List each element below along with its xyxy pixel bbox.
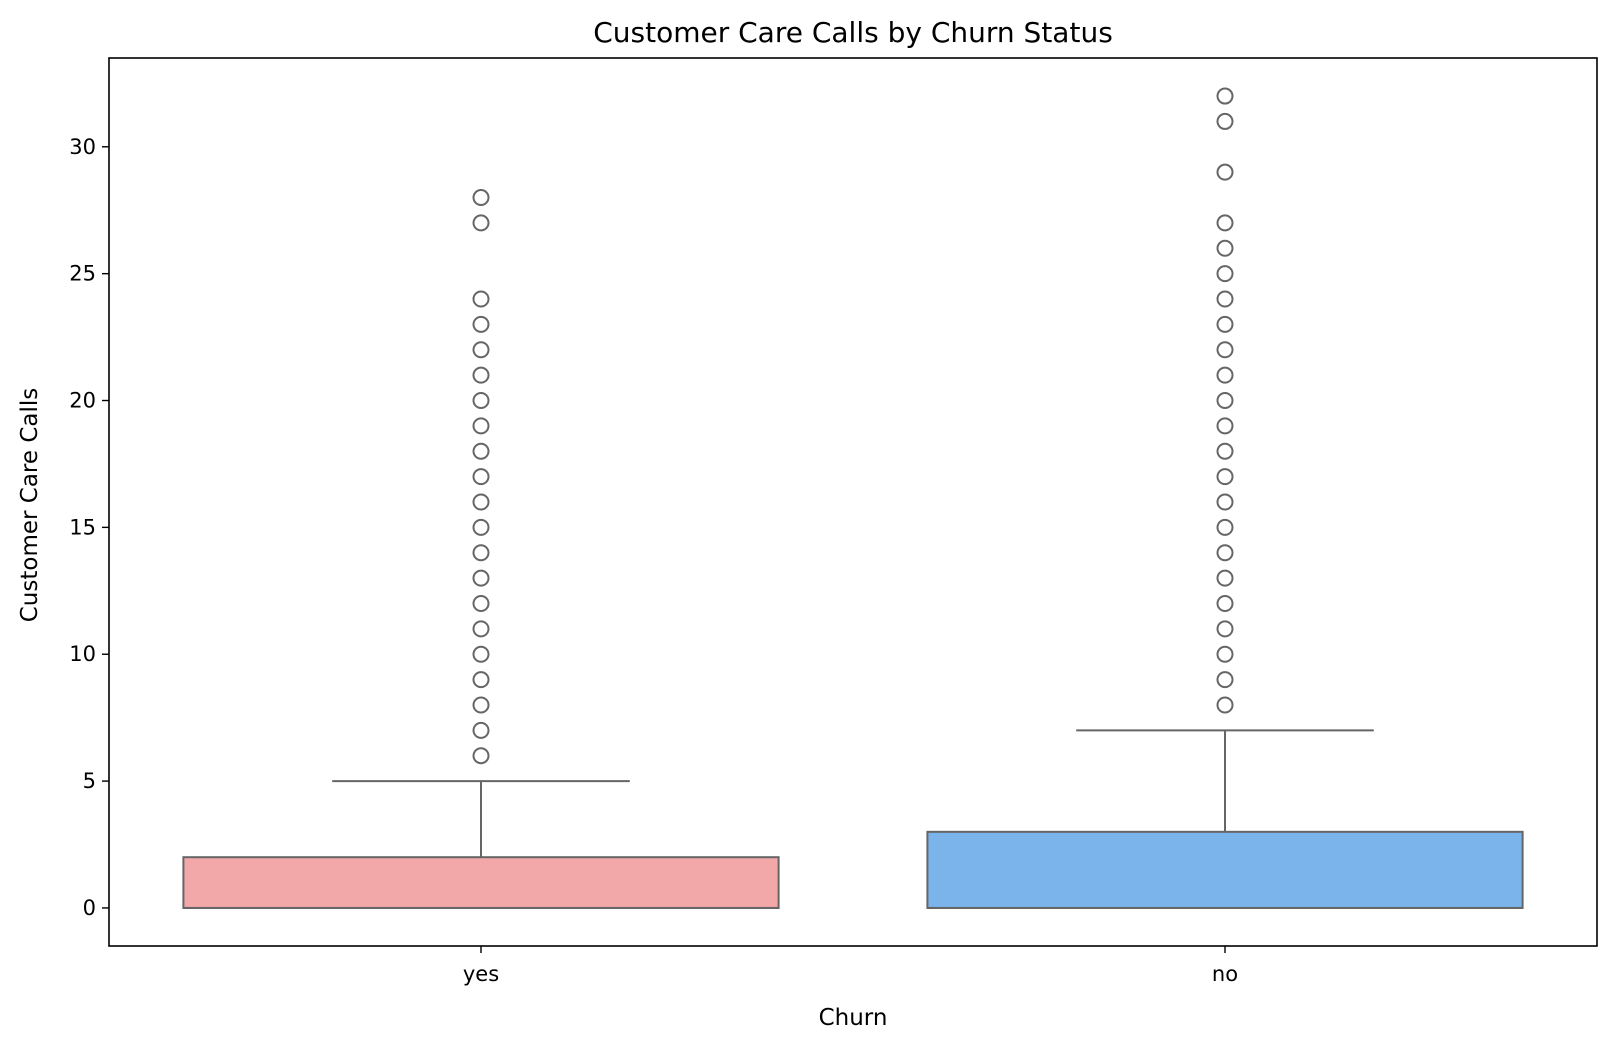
x-tick-label: yes [463,962,499,986]
outlier-point [1216,214,1234,232]
outlier-point [472,214,490,232]
outlier-point [472,721,490,739]
outlier-point [1216,518,1234,536]
y-tick-label: 30 [69,135,96,159]
plot-frame [108,57,1598,947]
iqr-box [182,856,780,909]
outlier-point [1216,112,1234,130]
outlier-point [472,518,490,536]
outlier-point [1216,645,1234,663]
plot-area [182,87,1524,909]
outlier-point [472,620,490,638]
chart-title: Customer Care Calls by Churn Status [593,16,1113,49]
outlier-point [472,493,490,511]
outlier-point [472,594,490,612]
box-yes [182,189,780,909]
outlier-point [1216,366,1234,384]
outlier-point [472,544,490,562]
iqr-box [926,830,1524,909]
outlier-point [472,392,490,410]
outlier-point [472,417,490,435]
y-tick-label: 0 [83,896,96,920]
outlier-point [1216,696,1234,714]
x-tick-label: no [1212,962,1238,986]
outlier-point [1216,442,1234,460]
outlier-point [472,696,490,714]
y-tick-label: 25 [69,262,96,286]
box-no [926,87,1524,909]
outlier-point [472,569,490,587]
outlier-point [472,290,490,308]
x-axis-label: Churn [819,1005,888,1031]
outlier-point [472,645,490,663]
outlier-point [1216,544,1234,562]
y-tick-label: 10 [69,642,96,666]
outlier-point [1216,493,1234,511]
outlier-point [1216,290,1234,308]
outlier-point [472,366,490,384]
y-tick-label: 20 [69,389,96,413]
y-tick-label: 15 [69,515,96,539]
outlier-point [1216,87,1234,105]
outlier-point [1216,315,1234,333]
outlier-point [1216,265,1234,283]
outlier-point [472,747,490,765]
axes: 0 5 10 15 20 25 30 yes no [69,135,1238,986]
outlier-point [1216,671,1234,689]
outlier-point [472,189,490,207]
y-axis-label: Customer Care Calls [17,388,43,623]
y-tick-label: 5 [83,769,96,793]
outlier-point [472,341,490,359]
outlier-point [1216,620,1234,638]
outlier-point [1216,239,1234,257]
outlier-point [1216,468,1234,486]
outlier-point [472,671,490,689]
outlier-point [472,468,490,486]
outlier-point [1216,569,1234,587]
outlier-point [1216,417,1234,435]
outlier-point [1216,594,1234,612]
outlier-point [1216,341,1234,359]
outlier-point [1216,392,1234,410]
outlier-point [1216,163,1234,181]
outlier-point [472,442,490,460]
outlier-point [472,315,490,333]
